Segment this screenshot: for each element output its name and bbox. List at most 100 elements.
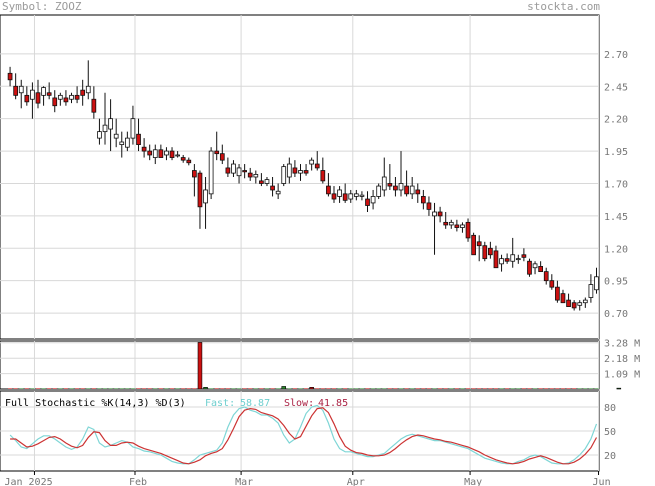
volume-bar xyxy=(91,388,96,389)
price-panel: 0.70 0.95 1.20 1.45 1.70 1.95 2.20 2.45 2.70 xyxy=(0,14,628,340)
volume-bar xyxy=(521,388,526,389)
volume-axis-labels: 3.28 M 2.18 M 1.09 M xyxy=(604,339,640,381)
x-tick-label: Jun xyxy=(593,477,611,486)
volume-bar xyxy=(432,388,437,389)
candle-down xyxy=(314,163,320,169)
volume-bar xyxy=(415,388,420,389)
stochastic-lines xyxy=(9,404,598,465)
candle-down xyxy=(521,254,527,258)
volume-bar xyxy=(471,388,476,389)
candle-up xyxy=(499,258,504,265)
candle-down xyxy=(538,266,543,273)
volume-bar xyxy=(527,388,532,389)
volume-bar xyxy=(499,388,504,389)
candle-up xyxy=(97,131,102,139)
volume-bar xyxy=(343,388,348,389)
slow-value: 41.85 xyxy=(318,398,348,409)
candle-down xyxy=(342,193,348,201)
volume-bar xyxy=(320,388,325,389)
candle-up xyxy=(102,124,108,133)
candle-up xyxy=(577,302,583,306)
volume-bar xyxy=(175,388,180,389)
candle-up xyxy=(348,193,354,200)
volume-bar xyxy=(265,388,269,389)
price-tick-label: 0.95 xyxy=(604,277,628,288)
volume-bar xyxy=(209,388,214,389)
candle-up xyxy=(275,190,281,195)
candle-up xyxy=(253,174,259,178)
candle-down xyxy=(543,271,549,282)
volume-bar xyxy=(438,388,443,389)
price-grid xyxy=(0,15,600,339)
volume-bar xyxy=(214,388,219,389)
volume-bar xyxy=(259,388,264,389)
volume-bar xyxy=(186,388,191,389)
stochastic-grid xyxy=(0,391,600,471)
volume-bar xyxy=(454,388,459,389)
volume-bar xyxy=(449,388,454,389)
candle-up xyxy=(286,163,292,178)
candle-down xyxy=(247,172,253,178)
volume-bar xyxy=(443,388,448,389)
x-tick-label: Jan 2025 xyxy=(4,477,52,486)
candle-down xyxy=(437,211,443,217)
candle-down xyxy=(197,172,203,208)
price-tick-label: 1.20 xyxy=(604,244,628,255)
volume-bar xyxy=(549,388,554,389)
candle-down xyxy=(387,183,393,187)
candle-up xyxy=(164,150,169,156)
candle-up xyxy=(203,189,208,204)
candle-down xyxy=(303,170,309,174)
candle-up xyxy=(298,170,303,174)
volume-tick-label: 2.18 M xyxy=(604,354,640,365)
volume-bar xyxy=(544,388,549,389)
candle-down xyxy=(186,159,192,164)
candle-down xyxy=(527,260,532,275)
candle-up xyxy=(175,154,180,157)
volume-spike xyxy=(197,342,203,390)
candle-up xyxy=(57,94,63,100)
price-panel-frame xyxy=(0,14,600,340)
candle-down xyxy=(80,89,86,96)
volume-bar xyxy=(583,388,588,389)
x-tick-label: May xyxy=(464,477,482,486)
price-tick-label: 2.70 xyxy=(604,50,628,61)
volume-bar xyxy=(337,388,342,389)
volume-bar xyxy=(387,388,392,389)
volume-bar xyxy=(130,388,135,389)
candle-up xyxy=(381,176,387,191)
volume-bar xyxy=(108,388,113,389)
fast-value: 58.87 xyxy=(240,398,270,409)
fast-label: Fast: xyxy=(205,398,235,409)
volume-bar xyxy=(97,388,102,389)
volume-bar xyxy=(516,388,521,389)
volume-bar xyxy=(426,388,431,389)
candle-down xyxy=(63,97,69,103)
volume-bar xyxy=(566,388,571,389)
volume-bar xyxy=(393,388,398,389)
volume-bar xyxy=(382,388,387,389)
candle-down xyxy=(320,170,326,182)
volume-bar xyxy=(19,388,24,389)
candle-down xyxy=(420,196,426,204)
candle-up xyxy=(460,224,465,228)
candle-down xyxy=(52,97,58,107)
volume-bar xyxy=(86,388,91,389)
x-tick-label: Mar xyxy=(235,477,253,486)
volume-spike xyxy=(203,387,208,390)
candle-up xyxy=(594,276,599,291)
candle-down xyxy=(169,150,175,158)
volume-bar xyxy=(348,388,353,389)
volume-panel: 3.28 M 2.18 M 1.09 M xyxy=(0,339,640,390)
volume-bar xyxy=(326,388,331,389)
volume-bar xyxy=(8,388,13,389)
volume-bar xyxy=(376,388,381,389)
fast-line xyxy=(9,404,598,465)
volume-bar xyxy=(36,388,40,389)
volume-bar xyxy=(220,388,225,389)
volume-bar xyxy=(170,388,174,389)
x-axis-labels: Jan 2025 Feb Mar Apr May Jun xyxy=(4,471,611,486)
volume-bar xyxy=(561,388,565,389)
volume-bar xyxy=(555,388,560,389)
candle-down xyxy=(476,241,482,247)
